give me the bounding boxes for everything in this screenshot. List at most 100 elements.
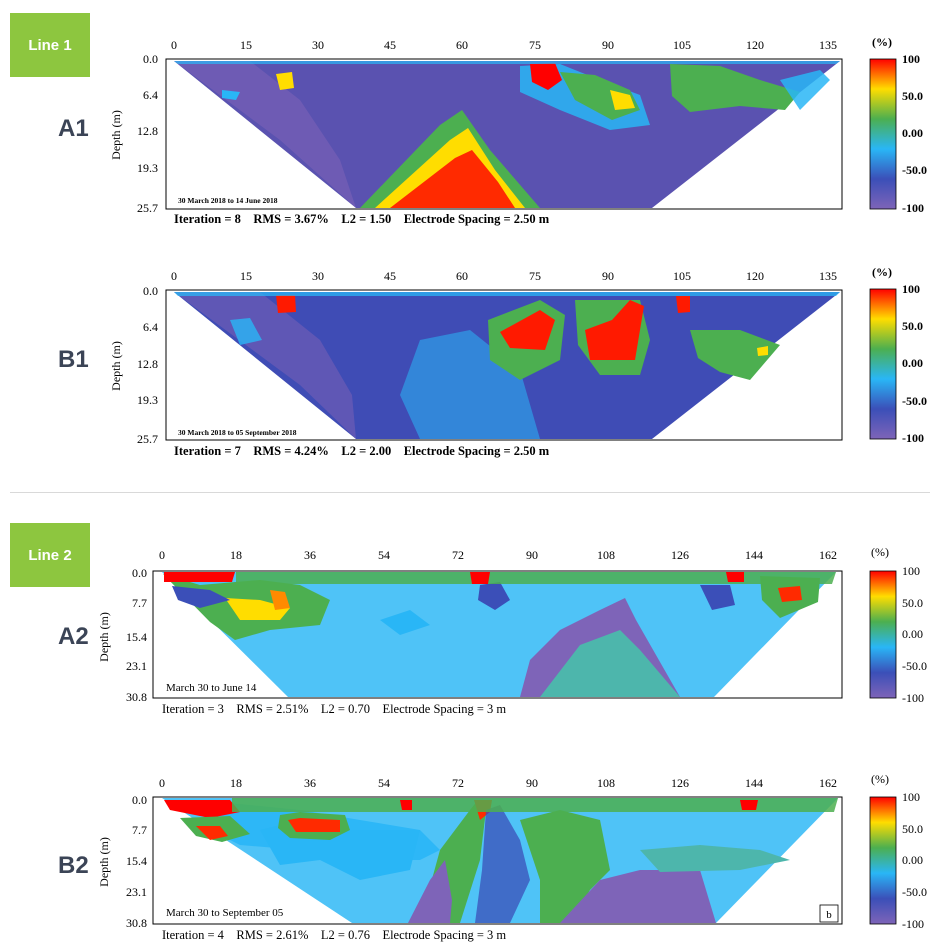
x-tick-label: 0 bbox=[171, 269, 177, 283]
x-ticks-b2: 0 18 36 54 72 90 108 126 144 162 bbox=[159, 776, 837, 790]
anomaly-zone bbox=[520, 810, 610, 923]
anomaly-zone bbox=[780, 70, 830, 110]
anomaly-zone bbox=[236, 572, 836, 584]
anomaly-zone bbox=[740, 800, 758, 810]
anomaly-zone bbox=[640, 845, 790, 872]
colorbar-tick-label: -100 bbox=[902, 201, 924, 215]
depth-tick-label: 30.8 bbox=[126, 916, 147, 930]
footer-b1: Iteration = 7 RMS = 4.24% L2 = 2.00 Elec… bbox=[174, 444, 550, 458]
x-tick-label: 60 bbox=[456, 38, 468, 52]
anomaly-zone bbox=[164, 572, 235, 582]
colorbar-tick-label: 0.00 bbox=[902, 126, 923, 140]
depth-tick-label: 25.7 bbox=[137, 201, 158, 215]
anomaly-zone bbox=[222, 90, 240, 100]
anomaly-zone bbox=[478, 582, 510, 610]
colorbar-tick-label: 50.0 bbox=[902, 822, 923, 836]
section-background bbox=[162, 572, 836, 697]
anomaly-zone bbox=[540, 630, 680, 697]
anomaly-zone bbox=[276, 72, 294, 90]
colorbar-tick-label: 50.0 bbox=[902, 596, 923, 610]
colorbar-unit-b2: (%) bbox=[871, 772, 889, 786]
line-2-tag: Line 2 bbox=[10, 523, 90, 587]
colorbar-b2 bbox=[869, 796, 897, 925]
anomaly-zone bbox=[470, 572, 490, 584]
x-tick-label: 75 bbox=[529, 269, 541, 283]
y-axis-title-b2: Depth (m) bbox=[97, 837, 111, 887]
depth-tick-label: 12.8 bbox=[137, 357, 158, 371]
colorbar-tick-label: -100 bbox=[902, 691, 924, 705]
x-tick-label: 45 bbox=[384, 38, 396, 52]
date-range-b2: March 30 to September 05 bbox=[166, 907, 284, 919]
panel-b2: 0 18 36 54 72 90 108 126 144 162 0.0 7.7… bbox=[97, 772, 927, 942]
x-tick-label: 0 bbox=[159, 548, 165, 562]
section-divider bbox=[10, 492, 930, 493]
x-tick-label: 0 bbox=[171, 38, 177, 52]
anomaly-zone bbox=[232, 798, 838, 812]
corner-label-b2: b bbox=[826, 909, 832, 921]
anomaly-zone bbox=[288, 818, 340, 832]
depth-tick-label: 6.4 bbox=[143, 320, 158, 334]
x-tick-label: 105 bbox=[673, 38, 691, 52]
y-axis-title-b1: Depth (m) bbox=[109, 341, 123, 391]
depth-ticks-b1: 0.0 6.4 12.8 19.3 25.7 bbox=[137, 284, 158, 446]
colorbar-ticks-a1: 100 50.0 0.00 -50.0 -100 bbox=[902, 52, 927, 215]
colorbar-tick-label: 0.00 bbox=[902, 356, 923, 370]
colorbar-tick-label: 0.00 bbox=[902, 627, 923, 641]
depth-tick-label: 0.0 bbox=[143, 52, 158, 66]
colorbar-tick-label: 100 bbox=[902, 52, 920, 66]
colorbar-tick-label: -50.0 bbox=[902, 394, 927, 408]
x-tick-label: 105 bbox=[673, 269, 691, 283]
x-tick-label: 72 bbox=[452, 548, 464, 562]
resistivity-section-b2 bbox=[162, 798, 838, 923]
x-tick-label: 90 bbox=[526, 548, 538, 562]
depth-tick-label: 23.1 bbox=[126, 885, 147, 899]
colorbar-ticks-b2: 100 50.0 0.00 -50.0 -100 bbox=[902, 790, 927, 931]
x-tick-label: 162 bbox=[819, 776, 837, 790]
colorbar-ticks-a2: 100 50.0 0.00 -50.0 -100 bbox=[902, 564, 927, 705]
y-axis-title-a2: Depth (m) bbox=[97, 612, 111, 662]
colorbar-unit-a2: (%) bbox=[871, 545, 889, 559]
anomaly-zone bbox=[778, 586, 802, 602]
x-tick-label: 30 bbox=[312, 38, 324, 52]
anomaly-zone bbox=[174, 292, 840, 296]
anomaly-zone bbox=[757, 346, 768, 356]
x-tick-label: 36 bbox=[304, 548, 316, 562]
anomaly-zone bbox=[164, 800, 240, 818]
date-range-b1: 30 March 2018 to 05 September 2018 bbox=[178, 428, 297, 437]
footer-b2: Iteration = 4 RMS = 2.61% L2 = 0.76 Elec… bbox=[162, 928, 506, 942]
panel-b1: 0 15 30 45 60 75 90 105 120 135 0.0 6.4 … bbox=[109, 265, 927, 458]
x-tick-label: 54 bbox=[378, 776, 390, 790]
x-tick-label: 90 bbox=[602, 38, 614, 52]
colorbar-ticks-b1: 100 50.0 0.00 -50.0 -100 bbox=[902, 282, 927, 445]
colorbar-unit-b1: (%) bbox=[872, 265, 892, 279]
depth-tick-label: 7.7 bbox=[132, 596, 147, 610]
date-range-a2: March 30 to June 14 bbox=[166, 682, 257, 694]
anomaly-zone bbox=[400, 800, 412, 810]
x-tick-label: 126 bbox=[671, 776, 689, 790]
y-axis-title-a1: Depth (m) bbox=[109, 110, 123, 160]
footer-a2: Iteration = 3 RMS = 2.51% L2 = 0.70 Elec… bbox=[162, 702, 506, 716]
x-tick-label: 90 bbox=[526, 776, 538, 790]
x-tick-label: 18 bbox=[230, 776, 242, 790]
anomaly-zone bbox=[690, 330, 780, 380]
anomaly-zone bbox=[390, 150, 515, 208]
colorbar-unit-a1: (%) bbox=[872, 35, 892, 49]
depth-tick-label: 7.7 bbox=[132, 823, 147, 837]
panel-label-b1: B1 bbox=[58, 346, 89, 373]
x-tick-label: 120 bbox=[746, 38, 764, 52]
colorbar-a2 bbox=[869, 570, 897, 699]
depth-tick-label: 0.0 bbox=[132, 793, 147, 807]
anomaly-zone bbox=[276, 295, 296, 313]
resistivity-section-b1 bbox=[174, 292, 840, 439]
x-tick-label: 60 bbox=[456, 269, 468, 283]
x-tick-label: 144 bbox=[745, 548, 763, 562]
anomaly-zone bbox=[400, 330, 540, 439]
colorbar-tick-label: -50.0 bbox=[902, 659, 927, 673]
depth-tick-label: 0.0 bbox=[132, 566, 147, 580]
date-range-a1: 30 March 2018 to 14 June 2018 bbox=[178, 196, 278, 205]
depth-tick-label: 23.1 bbox=[126, 659, 147, 673]
x-tick-label: 162 bbox=[819, 548, 837, 562]
anomaly-zone bbox=[408, 860, 452, 923]
depth-tick-label: 6.4 bbox=[143, 88, 158, 102]
colorbar-a1 bbox=[869, 58, 897, 210]
